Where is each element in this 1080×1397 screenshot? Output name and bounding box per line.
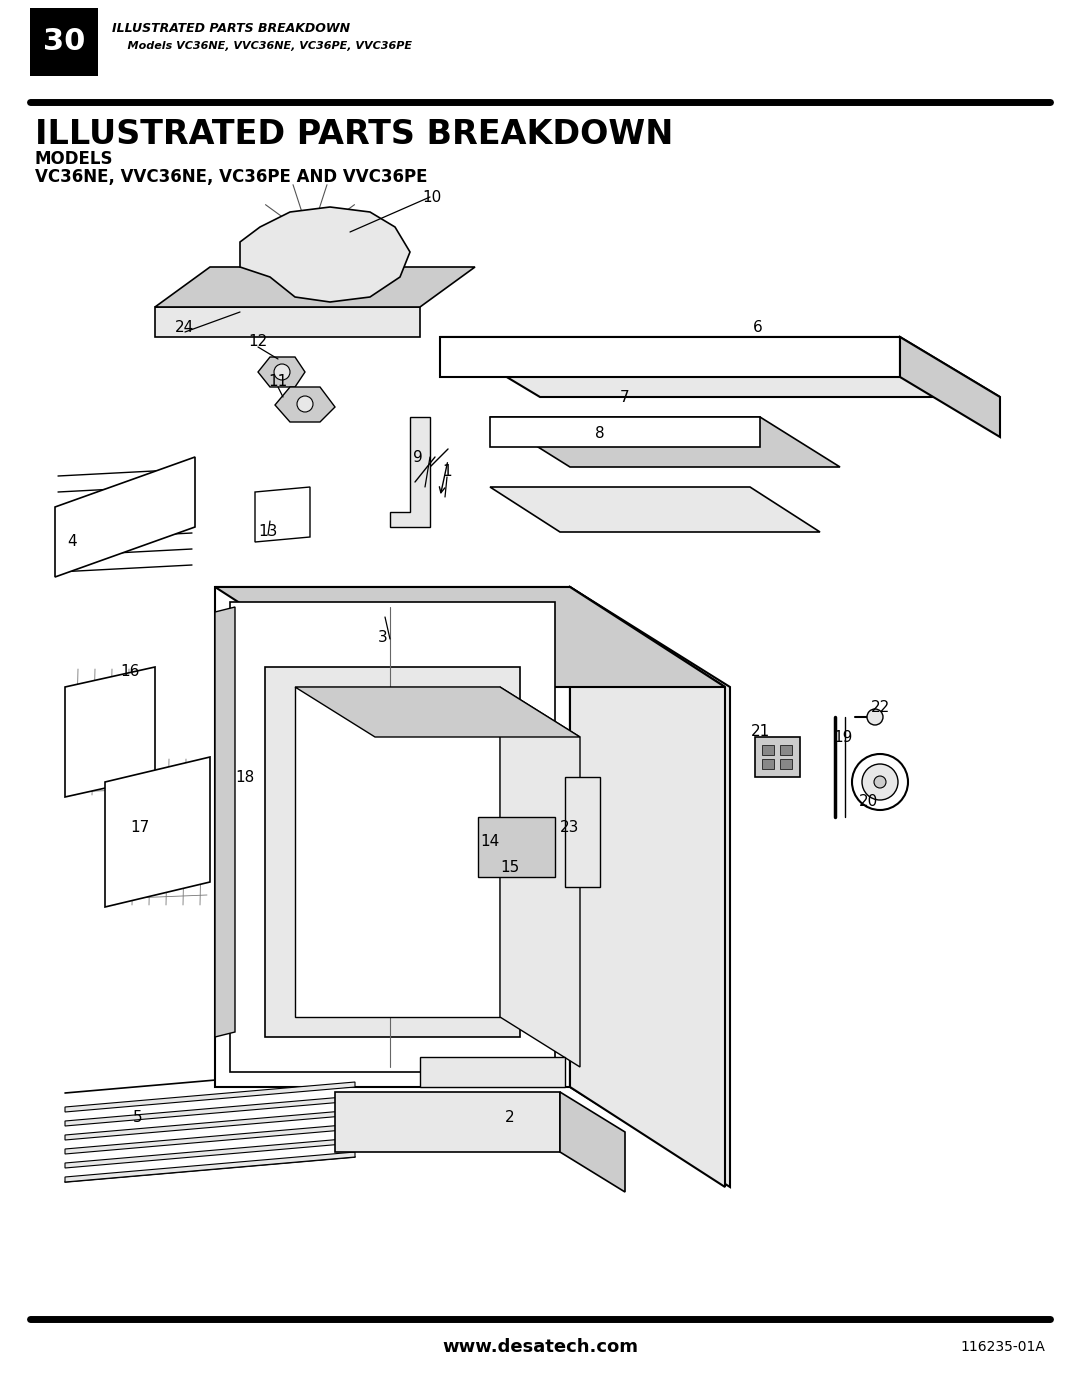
Polygon shape <box>65 1125 355 1154</box>
Bar <box>780 745 792 754</box>
Circle shape <box>274 365 291 380</box>
Bar <box>762 759 774 768</box>
Bar <box>30 8 98 75</box>
Text: 2: 2 <box>505 1109 515 1125</box>
Bar <box>780 759 792 768</box>
Polygon shape <box>335 1092 561 1153</box>
Text: 20: 20 <box>859 795 878 809</box>
Polygon shape <box>755 738 800 777</box>
Polygon shape <box>265 666 519 1037</box>
Polygon shape <box>215 587 570 1087</box>
Text: 19: 19 <box>834 729 853 745</box>
Circle shape <box>867 710 883 725</box>
Polygon shape <box>258 358 305 387</box>
Text: 7: 7 <box>620 390 630 405</box>
Text: 30: 30 <box>43 28 85 56</box>
Polygon shape <box>440 337 900 377</box>
Polygon shape <box>490 488 820 532</box>
Text: 24: 24 <box>175 320 194 334</box>
Polygon shape <box>240 207 410 302</box>
Polygon shape <box>156 267 475 307</box>
Polygon shape <box>295 687 500 1017</box>
Text: 9: 9 <box>414 450 423 464</box>
Polygon shape <box>565 777 600 887</box>
Text: 15: 15 <box>500 859 519 875</box>
Text: 5: 5 <box>133 1109 143 1125</box>
Polygon shape <box>65 1111 355 1140</box>
Text: 1: 1 <box>442 464 451 479</box>
Text: 3: 3 <box>378 630 388 644</box>
Text: 23: 23 <box>561 820 580 834</box>
Text: 16: 16 <box>120 665 139 679</box>
Text: VC36NE, VVC36NE, VC36PE AND VVC36PE: VC36NE, VVC36NE, VC36PE AND VVC36PE <box>35 168 428 186</box>
Polygon shape <box>420 1058 565 1087</box>
Text: Models VC36NE, VVC36NE, VC36PE, VVC36PE: Models VC36NE, VVC36NE, VC36PE, VVC36PE <box>112 41 411 52</box>
Polygon shape <box>440 337 1000 397</box>
Polygon shape <box>65 1097 355 1126</box>
Text: ILLUSTRATED PARTS BREAKDOWN: ILLUSTRATED PARTS BREAKDOWN <box>112 22 350 35</box>
Polygon shape <box>490 416 760 447</box>
Polygon shape <box>215 608 235 1037</box>
Text: 13: 13 <box>258 524 278 539</box>
Polygon shape <box>570 587 730 1187</box>
Text: 116235-01A: 116235-01A <box>960 1340 1045 1354</box>
Circle shape <box>862 764 897 800</box>
Text: 21: 21 <box>751 725 770 739</box>
Polygon shape <box>65 1083 355 1112</box>
Polygon shape <box>478 817 555 877</box>
Polygon shape <box>275 387 335 422</box>
Polygon shape <box>295 687 580 738</box>
Polygon shape <box>390 416 430 527</box>
Polygon shape <box>490 416 840 467</box>
Text: 18: 18 <box>235 770 255 785</box>
Polygon shape <box>561 1092 625 1192</box>
Circle shape <box>852 754 908 810</box>
Polygon shape <box>230 602 555 1071</box>
Text: www.desatech.com: www.desatech.com <box>442 1338 638 1356</box>
Text: 10: 10 <box>422 190 442 204</box>
Polygon shape <box>105 757 210 907</box>
Circle shape <box>874 775 886 788</box>
Polygon shape <box>215 587 725 687</box>
Text: 8: 8 <box>595 426 605 441</box>
Polygon shape <box>255 488 310 542</box>
Polygon shape <box>900 337 1000 437</box>
Polygon shape <box>55 457 195 577</box>
Text: 14: 14 <box>481 834 500 849</box>
Polygon shape <box>65 1139 355 1168</box>
Text: 11: 11 <box>268 374 287 390</box>
Bar <box>762 745 774 754</box>
Text: 4: 4 <box>67 535 77 549</box>
Text: 6: 6 <box>753 320 762 334</box>
Polygon shape <box>65 666 156 798</box>
Text: ILLUSTRATED PARTS BREAKDOWN: ILLUSTRATED PARTS BREAKDOWN <box>35 119 673 151</box>
Text: 12: 12 <box>248 334 268 349</box>
Circle shape <box>297 395 313 412</box>
Text: 22: 22 <box>870 700 890 714</box>
Polygon shape <box>156 307 420 337</box>
Polygon shape <box>570 587 725 1187</box>
Text: 17: 17 <box>131 820 150 834</box>
Polygon shape <box>65 1153 355 1182</box>
Polygon shape <box>500 687 580 1067</box>
Text: MODELS: MODELS <box>35 149 113 168</box>
